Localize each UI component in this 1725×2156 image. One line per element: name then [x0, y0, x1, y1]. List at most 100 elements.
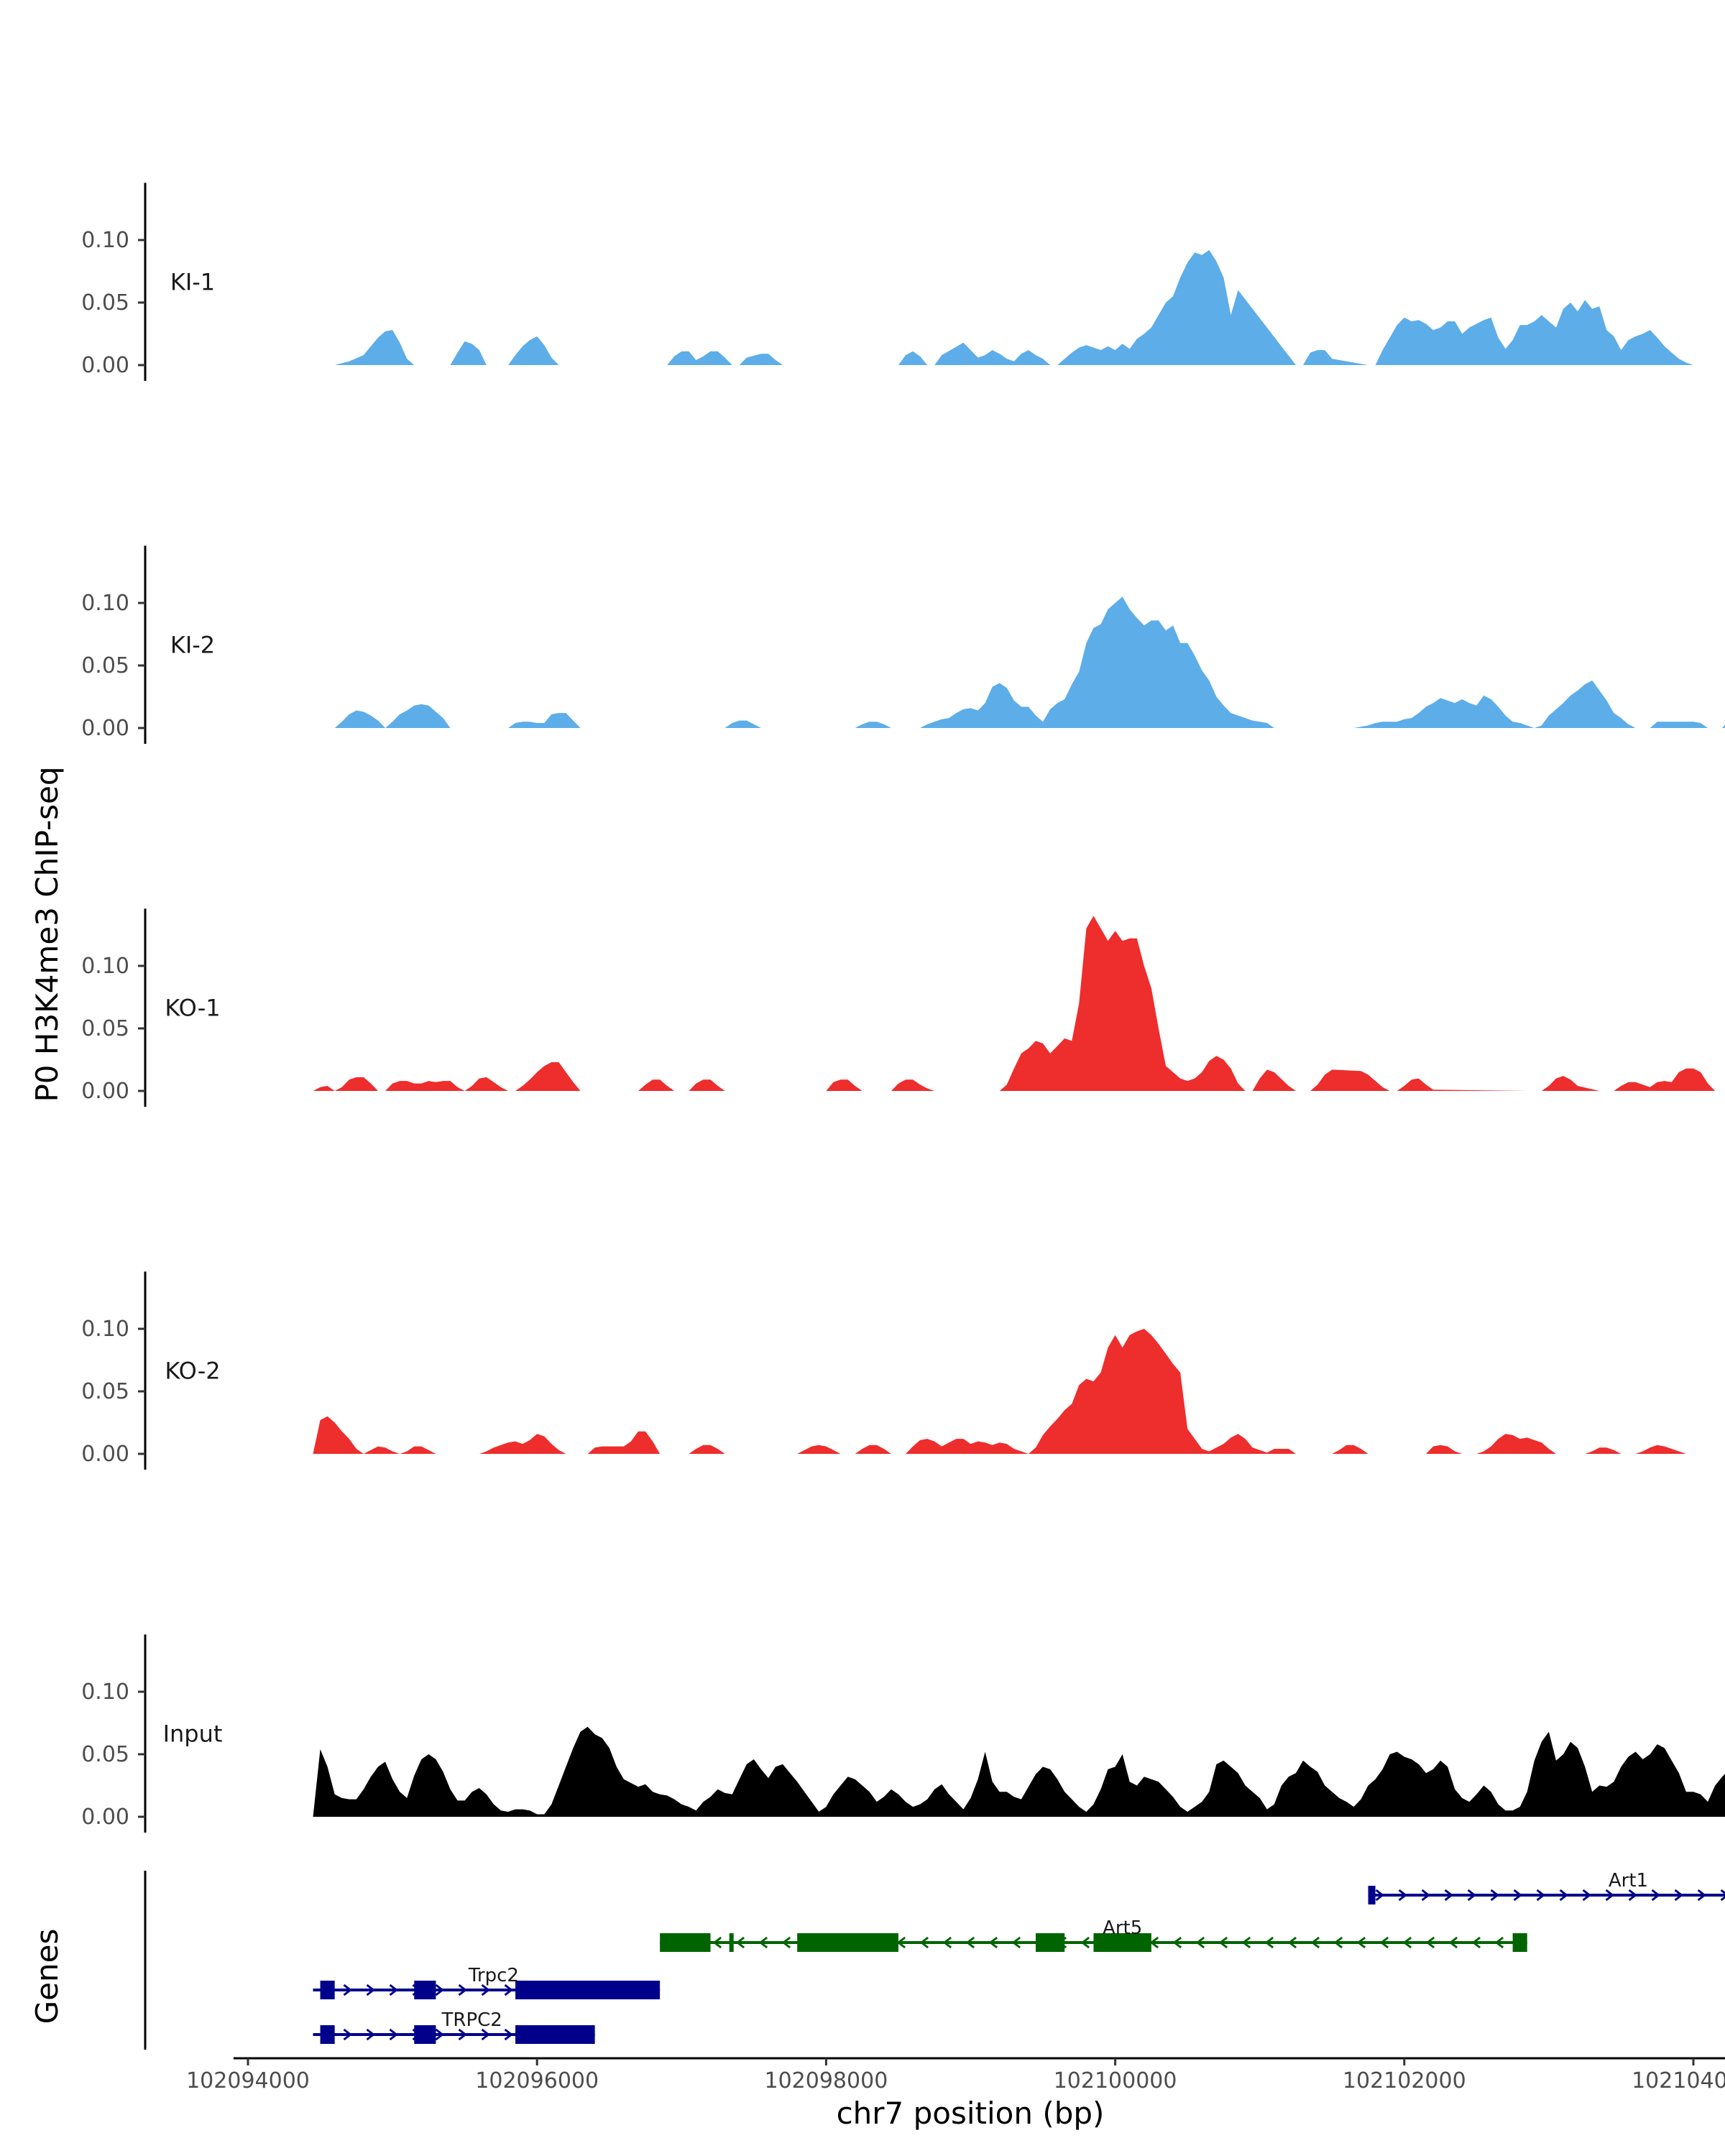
- track-label: KO-1: [165, 994, 220, 1021]
- strand-arrow: [481, 2028, 490, 2041]
- strand-arrow: [343, 1984, 352, 1996]
- gene-label: Art5: [1103, 1917, 1142, 1939]
- x-tick-label: 102104000: [1632, 2068, 1725, 2093]
- strand-arrow: [1494, 1936, 1504, 1949]
- gene-exon: [1368, 1886, 1376, 1904]
- strand-arrow: [1697, 1889, 1706, 1902]
- gene-exon: [660, 1933, 711, 1952]
- strand-arrow: [1379, 1936, 1389, 1949]
- gene-art1: Art1: [1368, 1870, 1725, 1904]
- track-ki-2: 0.00 0.05 0.10 KI-2: [81, 545, 1725, 744]
- y-tick-label: 0.10: [81, 954, 129, 979]
- strand-arrow: [896, 1936, 906, 1949]
- strand-arrow: [1490, 1889, 1499, 1902]
- strand-arrow: [758, 1936, 768, 1949]
- y-tick-label: 0.10: [81, 1317, 129, 1342]
- gene-exon: [515, 2025, 595, 2044]
- y-tick-label: 0.00: [81, 716, 129, 741]
- strand-arrow: [1513, 1889, 1522, 1902]
- track-label: KO-2: [165, 1357, 220, 1384]
- signal-area: [313, 1726, 1725, 1817]
- strand-arrow: [919, 1936, 929, 1949]
- gene-trpc2: TRPC2: [313, 2009, 595, 2044]
- strand-arrow: [1467, 1889, 1476, 1902]
- y-tick-label: 0.05: [81, 653, 129, 678]
- strand-arrow: [1356, 1936, 1366, 1949]
- strand-arrow: [481, 1984, 490, 1996]
- y-tick-label: 0.10: [81, 1680, 129, 1705]
- gene-exon: [1035, 1933, 1065, 1952]
- gene-exon: [320, 1981, 335, 1999]
- track-label: Input: [163, 1720, 223, 1747]
- x-tick-label: 102096000: [475, 2068, 599, 2093]
- strand-arrow: [1421, 1889, 1430, 1902]
- strand-arrow: [1720, 1889, 1725, 1902]
- strand-arrow: [1310, 1936, 1320, 1949]
- strand-arrow: [1287, 1936, 1297, 1949]
- strand-arrow: [735, 1936, 745, 1949]
- x-tick-label: 102102000: [1343, 2068, 1466, 2093]
- gene-exon: [414, 1981, 436, 1999]
- gene-exon: [515, 1981, 661, 1999]
- gene-label: Trpc2: [468, 1965, 519, 1986]
- strand-arrow: [343, 2028, 352, 2041]
- gene-trpc2: Trpc2: [313, 1965, 661, 1999]
- strand-arrow: [366, 1984, 375, 1996]
- strand-arrow: [1241, 1936, 1251, 1949]
- strand-arrow: [1333, 1936, 1343, 1949]
- x-axis: 102094000 102096000 102098000 102100000 1021…: [186, 2057, 1725, 2093]
- track-label: KI-1: [170, 268, 215, 295]
- y-tick-label: 0.10: [81, 228, 129, 253]
- gene-label: TRPC2: [441, 2009, 502, 2031]
- track-ko-1: 0.00 0.05 0.10 KO-1: [81, 908, 1725, 1107]
- strand-arrow: [1425, 1936, 1435, 1949]
- gene-art5: Art5: [660, 1917, 1527, 1952]
- strand-arrow: [504, 1984, 513, 1996]
- strand-arrow: [1536, 1889, 1545, 1902]
- y-tick-label: 0.05: [81, 1379, 129, 1404]
- genes-layer: Art1 Art5 Trpc2 TRPC2: [144, 1870, 1725, 2050]
- strand-arrow: [942, 1936, 952, 1949]
- track-ko-2: 0.00 0.05 0.10 KO-2: [81, 1271, 1725, 1470]
- gene-exon: [1512, 1933, 1527, 1952]
- gene-exon: [797, 1933, 898, 1952]
- y-tick-label: 0.00: [81, 1079, 129, 1104]
- strand-arrow: [1080, 1936, 1090, 1949]
- strand-arrow: [435, 1984, 444, 1996]
- strand-arrow: [1448, 1936, 1458, 1949]
- strand-arrow: [1471, 1936, 1481, 1949]
- strand-arrow: [1264, 1936, 1274, 1949]
- y-tick-label: 0.05: [81, 1742, 129, 1767]
- strand-arrow: [1172, 1936, 1182, 1949]
- y-tick-label: 0.00: [81, 353, 129, 378]
- strand-arrow: [1375, 1889, 1384, 1902]
- gene-exon: [1093, 1933, 1151, 1952]
- gene-exon: [729, 1933, 734, 1952]
- strand-arrow: [389, 2028, 398, 2041]
- strand-arrow: [458, 1984, 467, 1996]
- x-tick-label: 102094000: [186, 2068, 310, 2093]
- strand-arrow: [1011, 1936, 1021, 1949]
- strand-arrow: [1605, 1889, 1614, 1902]
- strand-arrow: [988, 1936, 998, 1949]
- x-tick-label: 102098000: [765, 2068, 888, 2093]
- y-tick-label: 0.00: [81, 1805, 129, 1830]
- strand-arrow: [1674, 1889, 1683, 1902]
- strand-arrow: [389, 1984, 398, 1996]
- tracks-layer: 0.00 0.05 0.10 KI-1 0.00 0.05 0.10 KI-2 0.00 0.05…: [81, 183, 1725, 1833]
- strand-arrow: [366, 2028, 375, 2041]
- gene-exon: [320, 2025, 335, 2044]
- track-input: 0.00 0.05 0.10 Input: [81, 1634, 1725, 1833]
- y-axis-title: P0 H3K4me3 ChIP-seq: [29, 766, 65, 1102]
- strand-arrow: [1195, 1936, 1205, 1949]
- strand-arrow: [781, 1936, 791, 1949]
- strand-arrow: [1218, 1936, 1228, 1949]
- strand-arrow: [1628, 1889, 1637, 1902]
- signal-area: [334, 249, 1725, 365]
- track-label: KI-2: [170, 631, 215, 658]
- strand-arrow: [1398, 1889, 1407, 1902]
- strand-arrow: [435, 2028, 444, 2041]
- strand-arrow: [1559, 1889, 1568, 1902]
- x-axis-title: chr7 position (bp): [837, 2096, 1105, 2131]
